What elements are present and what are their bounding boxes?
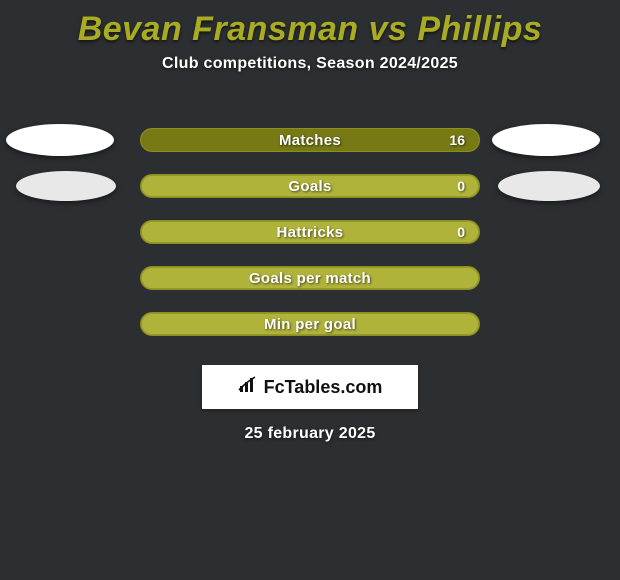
stat-row: Min per goal (0, 301, 620, 347)
right-player-marker (498, 171, 600, 201)
stat-label: Matches (141, 132, 479, 149)
stat-value: 16 (449, 132, 465, 148)
date-label: 25 february 2025 (244, 425, 375, 443)
stat-bar: Goals0 (140, 174, 480, 198)
logo-text: FcTables.com (264, 377, 383, 398)
stat-row: Goals per match (0, 255, 620, 301)
subtitle: Club competitions, Season 2024/2025 (162, 55, 458, 73)
stat-bar: Hattricks0 (140, 220, 480, 244)
comparison-card: Bevan Fransman vs Phillips Club competit… (0, 0, 620, 443)
left-player-marker (16, 171, 116, 201)
stat-label: Goals per match (141, 270, 479, 287)
chart-icon (238, 376, 260, 399)
stat-row: Hattricks0 (0, 209, 620, 255)
logo-box: FcTables.com (202, 365, 418, 409)
stat-label: Min per goal (141, 316, 479, 333)
stat-row: Matches16 (0, 117, 620, 163)
stats-rows-container: Matches16Goals0Hattricks0Goals per match… (0, 117, 620, 347)
stat-bar: Min per goal (140, 312, 480, 336)
stat-bar: Matches16 (140, 128, 480, 152)
page-title: Bevan Fransman vs Phillips (78, 10, 543, 49)
left-player-marker (6, 124, 114, 156)
stat-bar: Goals per match (140, 266, 480, 290)
stat-label: Hattricks (141, 224, 479, 241)
right-player-marker (492, 124, 600, 156)
stat-label: Goals (141, 178, 479, 195)
stat-value: 0 (457, 224, 465, 240)
stat-row: Goals0 (0, 163, 620, 209)
stat-value: 0 (457, 178, 465, 194)
